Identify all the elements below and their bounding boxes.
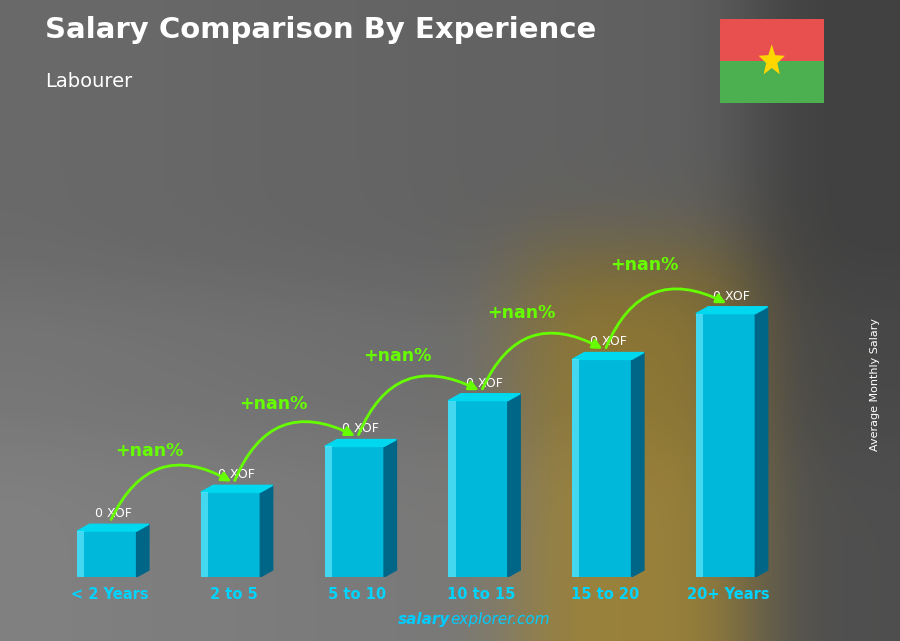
Polygon shape xyxy=(325,440,397,446)
Text: Salary Comparison By Experience: Salary Comparison By Experience xyxy=(45,16,596,44)
Text: 0 XOF: 0 XOF xyxy=(219,468,256,481)
Text: 0 XOF: 0 XOF xyxy=(342,422,379,435)
Text: +nan%: +nan% xyxy=(115,442,184,460)
Bar xyxy=(448,401,508,577)
Bar xyxy=(77,531,85,577)
Bar xyxy=(720,19,824,61)
Bar xyxy=(77,531,137,577)
Text: +nan%: +nan% xyxy=(487,304,555,322)
Polygon shape xyxy=(696,307,768,313)
Polygon shape xyxy=(632,353,644,577)
Text: 0 XOF: 0 XOF xyxy=(714,290,751,303)
Bar xyxy=(572,360,632,577)
Bar xyxy=(201,492,260,577)
Polygon shape xyxy=(201,485,273,492)
Bar xyxy=(448,401,455,577)
Text: 2 to 5: 2 to 5 xyxy=(210,587,257,602)
Polygon shape xyxy=(755,307,768,577)
Text: 0 XOF: 0 XOF xyxy=(590,335,626,349)
Bar xyxy=(696,313,755,577)
Text: +nan%: +nan% xyxy=(610,256,679,274)
Bar xyxy=(572,360,580,577)
Text: 5 to 10: 5 to 10 xyxy=(328,587,386,602)
Text: explorer.com: explorer.com xyxy=(450,612,550,627)
Text: 10 to 15: 10 to 15 xyxy=(447,587,516,602)
Polygon shape xyxy=(448,394,520,401)
Bar xyxy=(696,313,703,577)
Bar xyxy=(325,446,384,577)
Text: 15 to 20: 15 to 20 xyxy=(571,587,639,602)
Polygon shape xyxy=(384,440,397,577)
Bar xyxy=(325,446,332,577)
Polygon shape xyxy=(260,485,273,577)
Polygon shape xyxy=(508,394,520,577)
Text: 0 XOF: 0 XOF xyxy=(94,507,131,520)
Polygon shape xyxy=(759,44,785,74)
Text: salary: salary xyxy=(398,612,450,627)
Text: Labourer: Labourer xyxy=(45,72,132,91)
Text: +nan%: +nan% xyxy=(363,347,431,365)
Bar xyxy=(201,492,208,577)
Bar xyxy=(720,61,824,103)
Text: Average Monthly Salary: Average Monthly Salary xyxy=(869,318,880,451)
Text: 20+ Years: 20+ Years xyxy=(688,587,770,602)
Text: +nan%: +nan% xyxy=(239,394,308,413)
Text: < 2 Years: < 2 Years xyxy=(71,587,148,602)
Text: 0 XOF: 0 XOF xyxy=(466,377,503,390)
Polygon shape xyxy=(77,524,148,531)
Polygon shape xyxy=(572,353,644,360)
Polygon shape xyxy=(137,524,148,577)
